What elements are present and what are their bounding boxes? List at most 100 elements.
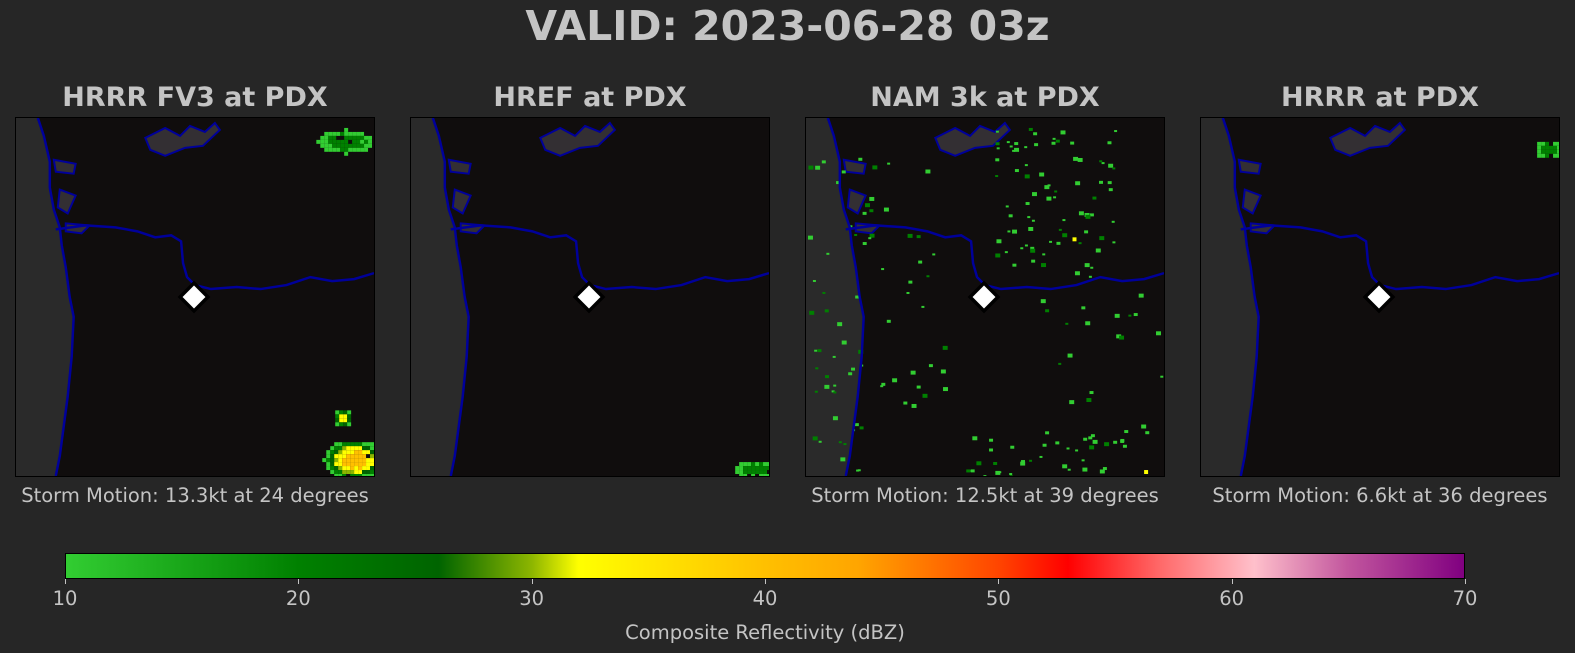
- colorbar-tick-label: 70: [1452, 587, 1478, 610]
- reflectivity-cell: [335, 418, 340, 423]
- reflectivity-cell: [335, 414, 340, 419]
- reflectivity-cell: [334, 458, 339, 463]
- reflectivity-cell: [324, 147, 329, 152]
- reflectivity-cell: [743, 462, 748, 467]
- reflectivity-cell: [1045, 309, 1050, 313]
- ocean: [411, 118, 469, 476]
- reflectivity-cell: [344, 139, 349, 144]
- reflectivity-cell: [1156, 331, 1161, 336]
- reflectivity-cell: [767, 466, 769, 471]
- reflectivity-cell: [926, 275, 930, 278]
- reflectivity-cell: [868, 237, 872, 240]
- reflectivity-cell: [326, 458, 331, 463]
- reflectivity-cell: [354, 470, 359, 475]
- reflectivity-cell: [320, 135, 325, 140]
- reflectivity-cell: [1047, 184, 1051, 187]
- reflectivity-cell: [1108, 163, 1114, 168]
- water-body: [447, 158, 472, 175]
- colorbar-tick-mark: [1465, 579, 1466, 584]
- reflectivity-cell: [1120, 439, 1125, 443]
- reflectivity-cell: [344, 151, 349, 156]
- reflectivity-cell: [347, 422, 352, 427]
- colorbar-tick-label: 40: [752, 587, 778, 610]
- reflectivity-cell: [739, 462, 744, 467]
- colorbar-tick-mark: [1231, 579, 1233, 584]
- panel-footer-nam-3k: Storm Motion: 12.5kt at 39 degrees: [811, 484, 1159, 507]
- reflectivity-cell: [1028, 127, 1033, 131]
- reflectivity-cell: [837, 322, 843, 327]
- reflectivity-cell: [1557, 153, 1559, 158]
- reflectivity-cell: [1060, 130, 1066, 135]
- reflectivity-cell: [996, 239, 1002, 244]
- reflectivity-cell: [989, 438, 994, 442]
- reflectivity-cell: [366, 446, 371, 451]
- reflectivity-cell: [995, 142, 1000, 146]
- reflectivity-cell: [1062, 464, 1068, 469]
- reflectivity-cell: [1009, 145, 1013, 148]
- reflectivity-cell: [814, 390, 818, 393]
- reflectivity-cell: [362, 446, 367, 451]
- reflectivity-cell: [1030, 248, 1036, 253]
- reflectivity-cell: [1042, 253, 1046, 256]
- reflectivity-cell: [348, 143, 353, 148]
- reflectivity-cell: [364, 135, 369, 140]
- reflectivity-cell: [1557, 149, 1559, 154]
- reflectivity-cell: [358, 446, 363, 451]
- reflectivity-cell: [330, 466, 335, 471]
- reflectivity-cell: [1041, 263, 1047, 268]
- reflectivity-cell: [344, 147, 349, 152]
- reflectivity-cell: [1099, 160, 1103, 163]
- reflectivity-cell: [1553, 149, 1558, 154]
- reflectivity-cell: [824, 309, 829, 313]
- reflectivity-cell: [812, 436, 818, 441]
- reflectivity-cell: [1541, 153, 1546, 158]
- reflectivity-cell: [1045, 431, 1050, 435]
- reflectivity-cell: [1141, 424, 1147, 429]
- reflectivity-cell: [1065, 322, 1069, 325]
- reflectivity-cell: [350, 446, 355, 451]
- reflectivity-cell: [347, 410, 352, 415]
- reflectivity-cell: [1085, 214, 1091, 219]
- reflectivity-cell: [332, 135, 337, 140]
- reflectivity-cell: [1029, 459, 1033, 462]
- reflectivity-cell: [1040, 299, 1046, 304]
- reflectivity-cell: [338, 474, 343, 476]
- water-body: [52, 158, 77, 175]
- reflectivity-cell: [330, 458, 335, 463]
- reflectivity-cell: [862, 242, 867, 246]
- reflectivity-cell: [1051, 141, 1056, 145]
- reflectivity-cell: [352, 135, 357, 140]
- reflectivity-cell: [995, 130, 999, 133]
- reflectivity-cell: [908, 280, 913, 284]
- reflectivity-cell: [767, 474, 769, 476]
- reflectivity-cell: [1104, 442, 1110, 447]
- reflectivity-cell: [1052, 137, 1056, 140]
- river: [450, 224, 769, 291]
- coastline: [431, 118, 470, 476]
- reflectivity-cell: [328, 135, 333, 140]
- reflectivity-cell: [759, 470, 764, 475]
- reflectivity-cell: [1122, 444, 1127, 448]
- colorbar-label: Composite Reflectivity (dBZ): [625, 621, 905, 644]
- panel-footer-hrrr: Storm Motion: 6.6kt at 36 degrees: [1212, 484, 1548, 507]
- reflectivity-cell: [815, 367, 819, 370]
- colorbar-tick-mark: [765, 579, 766, 584]
- reflectivity-cell: [735, 466, 740, 471]
- site-marker: [967, 280, 1001, 314]
- reflectivity-cell: [344, 143, 349, 148]
- reflectivity-cell: [354, 442, 359, 447]
- reflectivity-cell: [763, 470, 768, 475]
- reflectivity-cell: [1553, 145, 1558, 150]
- reflectivity-cell: [824, 384, 830, 389]
- reflectivity-cell: [995, 470, 1001, 475]
- reflectivity-cell: [328, 131, 333, 136]
- reflectivity-cell: [368, 139, 373, 144]
- reflectivity-cell: [326, 466, 331, 471]
- reflectivity-cell: [1008, 214, 1013, 218]
- reflectivity-cell: [334, 446, 339, 451]
- reflectivity-cell: [350, 450, 355, 455]
- reflectivity-cell: [841, 170, 846, 174]
- map-svg: [806, 118, 1164, 476]
- reflectivity-cell: [338, 462, 343, 467]
- reflectivity-cell: [358, 462, 363, 467]
